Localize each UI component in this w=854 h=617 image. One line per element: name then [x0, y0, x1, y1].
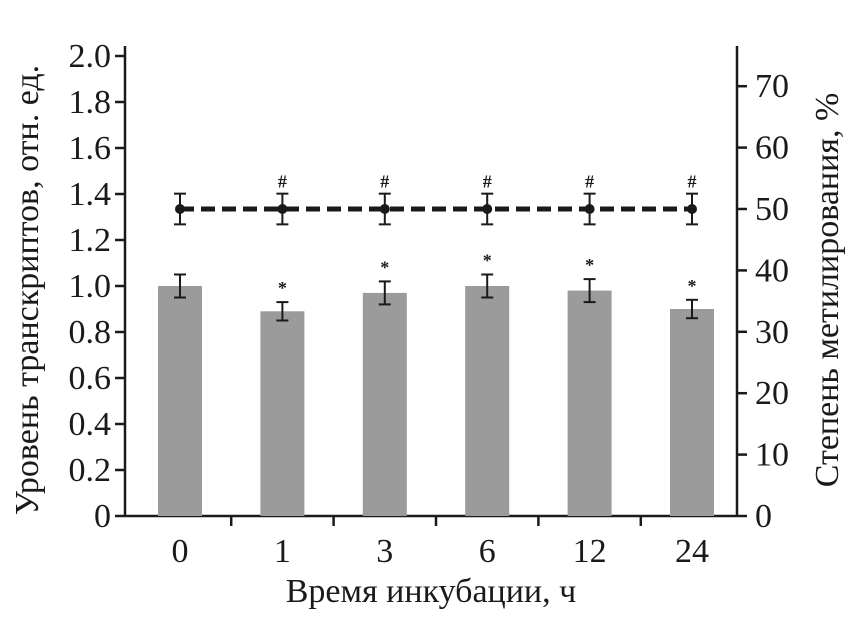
line-point: [482, 204, 493, 214]
significance-marker: #: [585, 172, 594, 192]
significance-marker: #: [278, 172, 287, 192]
y-tick-label: 0.4: [69, 406, 112, 443]
significance-marker: #: [380, 172, 389, 192]
y2-tick-label: 0: [755, 498, 772, 535]
x-tick-label: 3: [376, 533, 393, 570]
line-point: [175, 204, 185, 214]
line-point: [277, 204, 288, 214]
y-tick-label: 0.2: [69, 452, 112, 489]
y2-tick-label: 30: [755, 314, 789, 351]
significance-marker: #: [688, 172, 697, 192]
bar: [260, 311, 305, 516]
y2-tick-label: 10: [755, 437, 789, 474]
y-tick-label: 2.0: [69, 38, 112, 75]
bar: [362, 292, 407, 516]
bar: [465, 286, 510, 516]
y2-tick-label: 50: [755, 191, 789, 228]
x-axis-label: Время инкубации, ч: [286, 573, 576, 610]
significance-marker: *: [585, 255, 594, 275]
significance-marker: #: [483, 172, 492, 192]
x-tick-label: 6: [479, 533, 496, 570]
y2-tick-label: 40: [755, 252, 789, 289]
line-point: [584, 204, 595, 214]
significance-marker: *: [278, 278, 287, 298]
y2-axis-label: Степень метилирования, %: [809, 93, 846, 488]
y-tick-label: 0: [94, 498, 111, 535]
x-tick-label: 0: [172, 533, 189, 570]
y2-tick-label: 20: [755, 375, 789, 412]
y-tick-label: 0.6: [69, 360, 112, 397]
x-tick-label: 12: [573, 533, 607, 570]
line-point: [379, 204, 390, 214]
significance-marker: *: [380, 257, 389, 277]
significance-marker: *: [483, 251, 492, 271]
bar: [670, 309, 714, 516]
y-tick-label: 1.8: [69, 84, 112, 121]
y-tick-label: 0.8: [69, 314, 112, 351]
line-point: [687, 204, 697, 214]
x-tick-label: 24: [675, 533, 709, 570]
y-tick-label: 1.4: [69, 176, 112, 213]
y-tick-label: 1.6: [69, 130, 112, 167]
y2-tick-label: 60: [755, 130, 789, 167]
x-tick-label: 1: [274, 533, 291, 570]
y-tick-label: 1.2: [69, 222, 112, 259]
bar: [567, 290, 612, 516]
significance-marker: *: [688, 276, 697, 296]
y2-tick-label: 70: [755, 68, 789, 105]
y-axis-label: Уровень транскриптов, отн. ед.: [9, 65, 46, 515]
y-tick-label: 1.0: [69, 268, 112, 305]
bar: [158, 286, 202, 516]
